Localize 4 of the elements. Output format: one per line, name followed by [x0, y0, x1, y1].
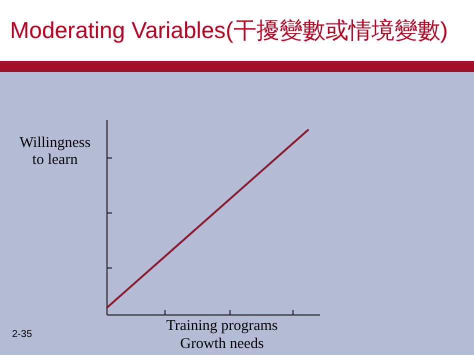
text: 2-35	[12, 329, 32, 340]
chart-title: Moderating Variables(干擾變數或情境變數)	[10, 17, 448, 43]
x-axis-title: Training programs Growth needs	[166, 318, 278, 352]
y-axis-title: Willingness to learn	[19, 135, 91, 168]
